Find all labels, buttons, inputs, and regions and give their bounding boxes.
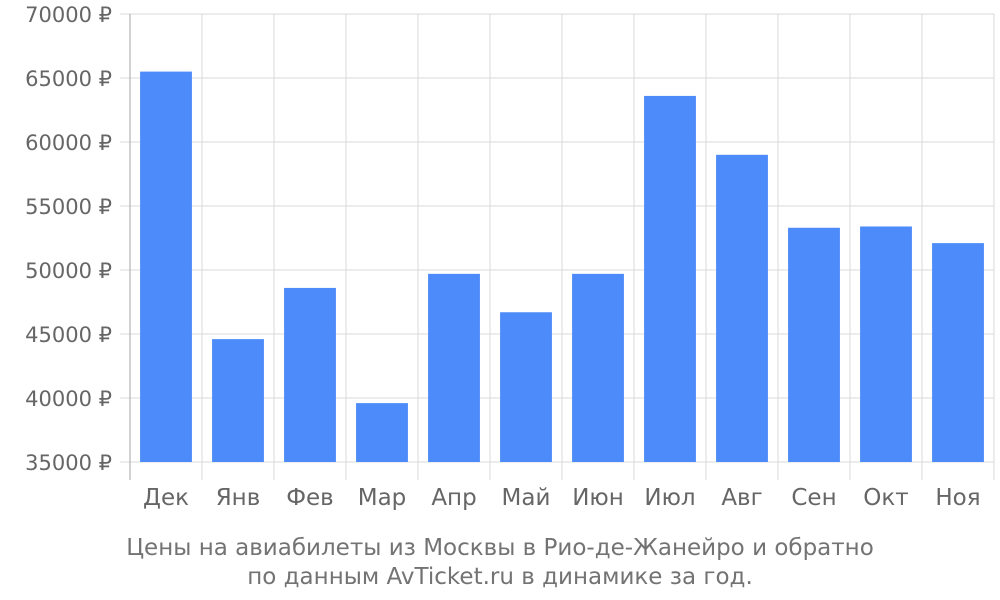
axes [120,13,995,480]
x-tick-label: Ноя [935,485,980,511]
chart-caption-line-2: по данным AvTicket.ru в динамике за год. [247,564,753,590]
y-tick-label: 45000 ₽ [25,323,112,347]
y-tick-label: 50000 ₽ [25,259,112,283]
bar-3 [284,287,336,462]
x-tick-label: Июл [644,485,695,511]
y-tick-label: 35000 ₽ [25,451,112,475]
bar-11 [860,226,912,462]
y-tick-label: 40000 ₽ [25,387,112,411]
chart-caption-line-1: Цены на авиабилеты из Москвы в Рио-де-Жа… [126,535,874,561]
y-tick-label: 55000 ₽ [25,195,112,219]
x-tick-label: Фев [286,485,334,511]
y-tick-label: 65000 ₽ [25,67,112,91]
bar-8 [644,95,696,463]
x-tick-label: Янв [216,485,261,511]
bars [140,71,984,463]
bar-5 [428,273,480,462]
x-tick-label: Дек [143,485,189,511]
bar-chart: 35000 ₽ 40000 ₽ 45000 ₽ 50000 ₽ 55000 ₽ 60000… [25,3,995,511]
tick-labels: 35000 ₽ 40000 ₽ 45000 ₽ 50000 ₽ 55000 ₽ 60000… [25,3,980,511]
bar-1 [140,71,192,462]
y-tick-label: 60000 ₽ [25,131,112,155]
bar-4 [356,403,408,462]
x-tick-label: Мар [358,485,407,511]
x-tick-label: Май [502,485,551,511]
x-tick-label: Авг [721,485,762,511]
bar-10 [788,227,840,462]
bar-12 [932,243,984,462]
bar-6 [500,312,552,462]
bar-7 [572,273,624,462]
x-tick-label: Сен [791,485,836,511]
x-tick-label: Окт [863,485,908,511]
bar-9 [716,154,768,463]
x-tick-label: Июн [572,485,624,511]
x-tick-label: Апр [431,485,476,511]
y-tick-label: 70000 ₽ [25,3,112,27]
bar-2 [212,339,264,462]
grid-lines [129,13,995,463]
